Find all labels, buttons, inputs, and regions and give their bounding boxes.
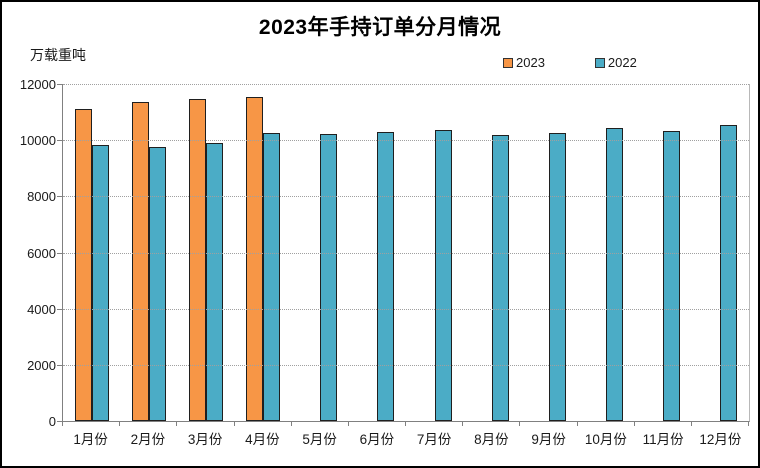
x-tick-mark	[62, 422, 63, 426]
y-tick-mark	[57, 421, 62, 422]
bar-2022-7月份	[434, 129, 452, 421]
x-tick-mark	[462, 422, 464, 426]
x-axis-label-9月份: 9月份	[531, 432, 566, 447]
x-tick-mark	[119, 422, 121, 426]
y-tick-label: 12000	[19, 77, 56, 92]
category-12月份	[692, 84, 749, 421]
y-tick-label: 4000	[27, 301, 56, 317]
x-axis-label-12月份: 12月份	[699, 432, 742, 447]
category-5月份	[292, 84, 349, 421]
category-3月份	[177, 84, 234, 421]
x-axis-label-6月份: 6月份	[359, 432, 395, 447]
x-axis-label-4月份: 4月份	[245, 432, 280, 447]
x-axis-label-11月份: 11月份	[642, 432, 684, 447]
category-11月份	[635, 84, 692, 421]
bar-2022-4月份	[263, 133, 281, 421]
category-10月份	[578, 84, 635, 421]
x-axis-label-7月份: 7月份	[416, 432, 452, 447]
legend-item-2023: 2023	[503, 55, 545, 70]
bar-2022-8月份	[491, 134, 509, 421]
y-tick-label: 8000	[27, 189, 56, 205]
y-tick-mark	[57, 364, 62, 366]
legend-swatch-2023	[503, 57, 513, 68]
legend-label-2022: 2022	[607, 55, 637, 70]
category-9月份	[520, 84, 577, 421]
category-1月份	[63, 84, 120, 421]
bar-2023-1月份	[74, 109, 92, 421]
y-tick-mark	[57, 308, 62, 310]
bar-2022-6月份	[377, 132, 395, 421]
bar-2023-4月份	[246, 97, 264, 421]
x-tick-mark	[690, 422, 692, 426]
x-axis-label-10月份: 10月份	[584, 432, 627, 447]
y-axis-unit-label: 万载重吨	[30, 47, 86, 63]
legend-label-2023: 2023	[516, 55, 545, 70]
category-7月份	[406, 84, 463, 421]
y-tick-label: 2000	[27, 357, 56, 373]
plot-area	[62, 84, 750, 422]
bar-2022-1月份	[91, 144, 109, 421]
x-tick-mark	[633, 422, 635, 426]
x-tick-mark	[519, 422, 521, 426]
x-tick-mark	[233, 422, 235, 426]
y-tick-mark	[57, 196, 62, 198]
y-tick-label: 0	[48, 414, 56, 429]
legend-swatch-2022	[594, 57, 605, 68]
y-tick-mark	[57, 140, 62, 142]
bar-2022-5月份	[320, 134, 338, 421]
gridline-8000	[63, 196, 749, 198]
bar-2022-9月份	[548, 133, 566, 421]
bar-2023-3月份	[188, 99, 206, 421]
x-tick-mark	[176, 422, 178, 426]
chart-title: 2023年手持订单分月情况	[258, 16, 502, 39]
y-tick-label: 10000	[19, 133, 56, 149]
x-axis-label-3月份: 3月份	[187, 432, 223, 447]
x-tick-mark	[290, 422, 292, 426]
x-axis-label-1月份: 1月份	[73, 432, 108, 447]
category-2月份	[120, 84, 177, 421]
x-tick-mark	[405, 422, 406, 426]
bar-2022-10月份	[606, 127, 624, 421]
x-axis-label-2月份: 2月份	[130, 432, 166, 447]
bar-2022-11月份	[663, 130, 681, 421]
x-axis-label-5月份: 5月份	[302, 432, 337, 447]
gridline-6000	[63, 252, 749, 254]
y-tick-mark	[57, 84, 62, 85]
bar-2022-3月份	[205, 143, 223, 421]
gridline-2000	[63, 364, 749, 366]
category-6月份	[349, 84, 406, 421]
y-tick-mark	[57, 252, 62, 254]
bar-2023-2月份	[131, 101, 149, 421]
x-tick-mark	[748, 422, 749, 426]
x-tick-mark	[576, 422, 578, 426]
x-tick-mark	[347, 422, 349, 426]
gridline-10000	[63, 140, 749, 142]
y-tick-label: 6000	[27, 245, 56, 261]
x-axis-label-8月份: 8月份	[474, 432, 509, 447]
legend: 2023 2022	[503, 55, 637, 70]
category-8月份	[463, 84, 520, 421]
gridline-12000	[63, 84, 749, 85]
gridline-4000	[63, 308, 749, 310]
bars-layer	[63, 84, 749, 421]
legend-item-2022: 2022	[594, 55, 637, 70]
bar-2022-2月份	[148, 146, 166, 421]
x-axis-labels: 1月份 2月份 3月份 4月份 5月份 6月份 7月份 8月份 9月份 10月份 11月份 12月份	[62, 428, 749, 448]
bar-2022-12月份	[720, 124, 738, 421]
category-4月份	[235, 84, 292, 421]
